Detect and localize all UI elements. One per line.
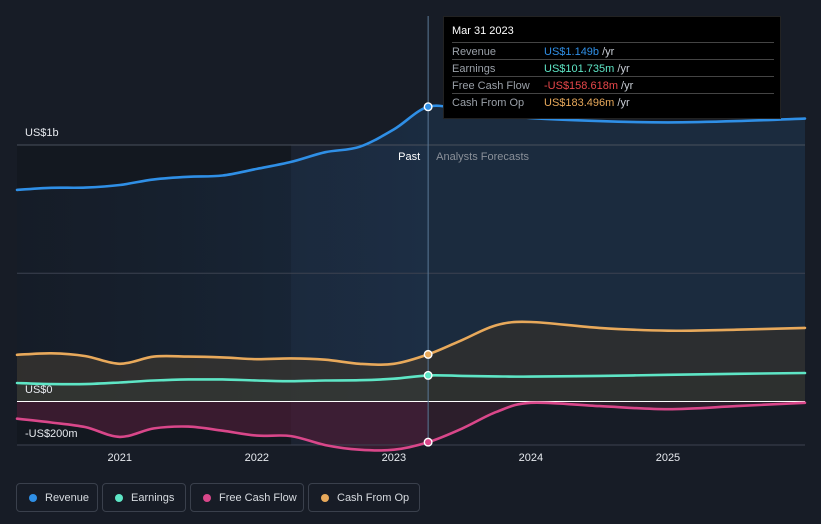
x-axis-label: 2021 <box>108 452 132 464</box>
revenue-area-past <box>17 106 429 402</box>
tooltip-unit: /yr <box>618 80 634 92</box>
free-cash-flow-point <box>423 437 433 447</box>
revenue-line <box>15 104 807 192</box>
free-cash-flow-line <box>15 401 807 452</box>
legend-dot-icon <box>115 493 123 502</box>
cash-from-op-point <box>423 349 433 359</box>
legend-dot-icon <box>321 493 329 502</box>
legend-label: Revenue <box>45 491 90 504</box>
tooltip-date: Mar 31 2023 <box>452 25 514 37</box>
legend-item-free-cash-flow[interactable]: Free Cash Flow <box>190 483 304 512</box>
free-cash-flow-area-past <box>17 401 429 451</box>
tooltip-row-revenue: Revenue US$1.149b /yr <box>452 42 774 60</box>
forecast-label: Analysts Forecasts <box>436 151 529 163</box>
tooltip-row-free-cash-flow: Free Cash Flow -US$158.618m /yr <box>452 76 774 94</box>
tooltip-unit: /yr <box>614 97 630 109</box>
tooltip-amount: US$1.149b <box>544 46 600 58</box>
legend-dot-icon <box>203 493 211 502</box>
earnings-line <box>15 371 807 386</box>
tooltip-label: Earnings <box>452 63 496 75</box>
legend-item-cash-from-op[interactable]: Cash From Op <box>308 483 420 512</box>
tooltip-label: Revenue <box>452 46 497 58</box>
x-axis-label: 2022 <box>245 452 269 464</box>
tooltip-amount: US$101.735m <box>544 63 615 75</box>
free-cash-flow-area-forecast <box>428 401 805 443</box>
x-axis-label: 2025 <box>656 452 680 464</box>
earnings-point <box>423 370 433 380</box>
legend-item-earnings[interactable]: Earnings <box>102 483 186 512</box>
past-label: Past <box>398 151 420 163</box>
y-axis-label: US$1b <box>25 127 59 139</box>
legend-label: Free Cash Flow <box>219 491 297 504</box>
tooltip-value: US$1.149b /yr <box>544 46 614 58</box>
tooltip-panel: Mar 31 2023 Revenue US$1.149b /yr Earnin… <box>443 16 781 119</box>
tooltip-unit: /yr <box>614 63 630 75</box>
y-axis-label: -US$200m <box>25 428 78 440</box>
tooltip-amount: US$183.496m <box>544 97 615 109</box>
tooltip-amount: -US$158.618m <box>544 80 618 92</box>
tooltip-row-earnings: Earnings US$101.735m /yr <box>452 59 774 77</box>
tooltip-label: Free Cash Flow <box>452 80 530 92</box>
tooltip-value: -US$158.618m /yr <box>544 80 633 92</box>
legend-label: Cash From Op <box>337 491 410 504</box>
x-axis-label: 2024 <box>519 452 543 464</box>
y-axis-label: US$0 <box>25 384 53 396</box>
legend-dot-icon <box>29 493 37 502</box>
tooltip-unit: /yr <box>599 46 615 58</box>
revenue-point <box>423 102 433 112</box>
legend-label: Earnings <box>131 491 175 504</box>
legend-item-revenue[interactable]: Revenue <box>16 483 98 512</box>
cash-from-op-area-past <box>17 353 429 402</box>
tooltip-value: US$101.735m /yr <box>544 63 630 75</box>
cash-from-op-line <box>15 320 807 366</box>
tooltip-row-cash-from-op: Cash From Op US$183.496m /yr <box>452 93 774 111</box>
tooltip-value: US$183.496m /yr <box>544 97 630 109</box>
tooltip-label: Cash From Op <box>452 97 525 109</box>
x-axis-label: 2023 <box>382 452 406 464</box>
cash-from-op-area-forecast <box>428 321 805 402</box>
